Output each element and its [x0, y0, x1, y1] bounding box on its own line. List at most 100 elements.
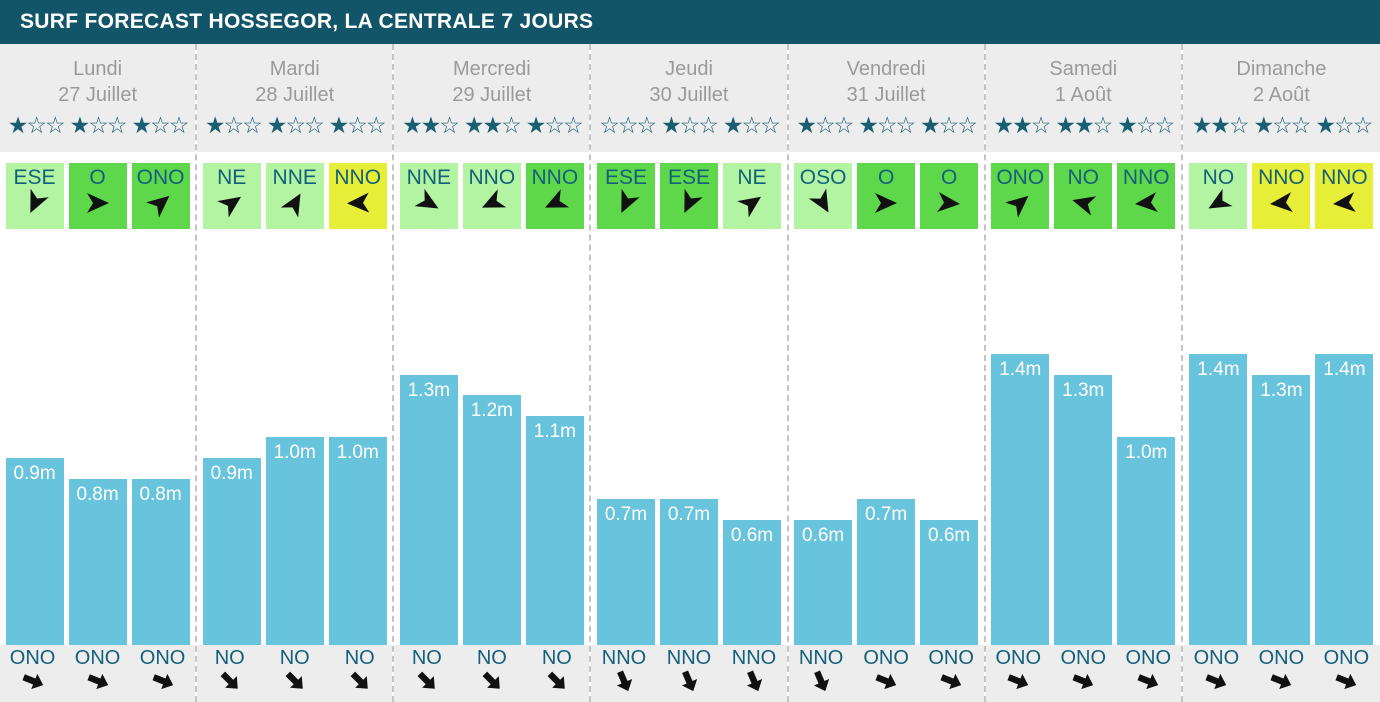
swell-arrow: [724, 670, 784, 692]
wind-cell: OSO: [794, 163, 853, 229]
star-ratings-row: ★★☆ ★☆☆ ★☆☆: [1183, 112, 1380, 139]
star-rating: ★☆☆: [7, 112, 66, 138]
swell-arrow: [1251, 670, 1311, 692]
swell-arrow: [68, 670, 128, 692]
swell-row: ONO ONO ONO: [985, 645, 1181, 702]
wind-arrow: [216, 191, 244, 218]
wind-row: NE NNE NNO: [197, 163, 392, 229]
swell-cell: NNO: [724, 645, 784, 702]
wind-arrow: [543, 189, 570, 215]
wave-bar: 1.1m: [525, 416, 584, 645]
day-header: Samedi 1 Août ★★☆ ★★☆ ★☆☆: [985, 44, 1181, 152]
day-header: Lundi 27 Juillet ★☆☆ ★☆☆ ★☆☆: [0, 44, 196, 152]
wind-arrow-icon: [86, 193, 109, 213]
swell-cell: ONO: [1251, 645, 1311, 702]
wind-direction-label: ESE: [604, 166, 647, 189]
wind-direction-label: O: [940, 166, 958, 189]
wind-direction-label: NNE: [406, 166, 452, 189]
title-bar: SURF FORECAST HOSSEGOR, LA CENTRALE 7 JO…: [0, 0, 1380, 44]
wind-arrow: [1332, 191, 1357, 215]
wave-bar: 0.7m: [857, 499, 916, 645]
wave-bar: 1.0m: [265, 437, 324, 645]
wind-cell: O: [920, 163, 979, 229]
wave-height-label: 1.3m: [1260, 380, 1303, 401]
wave-height-bars: 0.6m 0.7m 0.6m: [789, 229, 984, 645]
day-name: Lundi: [73, 58, 123, 80]
wind-arrow-icon: [808, 188, 829, 213]
wind-arrow-icon: [414, 188, 439, 209]
forecast-grid: Lundi 27 Juillet ★☆☆ ★☆☆ ★☆☆ ESE O ONO: [0, 44, 1380, 702]
day-column: Vendredi 31 Juillet ★☆☆ ★☆☆ ★☆☆ OSO O O: [788, 44, 986, 702]
swell-direction-label: ONO: [1193, 647, 1240, 669]
wind-arrow-icon: [280, 193, 301, 218]
wind-direction-label: NNE: [272, 166, 317, 189]
swell-arrow-icon: [1007, 673, 1029, 690]
wind-arrow: [280, 191, 307, 218]
wind-arrow: [1134, 191, 1159, 215]
star-ratings-row: ★☆☆ ★☆☆ ★☆☆: [789, 112, 984, 139]
wind-arrow: [677, 188, 703, 215]
swell-cell: NNO: [791, 645, 851, 702]
wind-direction-label: ESE: [13, 166, 56, 189]
wind-arrow: [414, 188, 441, 215]
swell-arrow: [791, 670, 851, 692]
swell-arrow-icon: [220, 671, 238, 689]
swell-direction-label: ONO: [1060, 647, 1107, 669]
star-rating: ☆☆☆: [599, 112, 657, 138]
star-rating: ★☆☆: [796, 112, 854, 138]
wind-direction-label: NNO: [1321, 166, 1368, 189]
wind-arrow-icon: [29, 188, 49, 213]
swell-arrow: [594, 670, 654, 692]
wind-row: ESE O ONO: [0, 163, 195, 229]
wave-height-bars: 1.4m 1.3m 1.4m: [1183, 229, 1380, 645]
wind-row: NO NNO NNO: [1183, 163, 1380, 229]
page-title: SURF FORECAST HOSSEGOR, LA CENTRALE 7 JO…: [20, 10, 594, 33]
wind-cell: NNO: [462, 163, 521, 229]
wind-direction-label: NE: [737, 166, 767, 189]
day-column: Mardi 28 Juillet ★☆☆ ★☆☆ ★☆☆ NE NNE NNO: [197, 44, 395, 702]
swell-direction-label: NNO: [731, 647, 777, 669]
star-ratings-row: ★★☆ ★★☆ ★☆☆: [394, 112, 589, 139]
wind-direction-label: ESE: [667, 166, 710, 189]
wave-height-label: 1.2m: [470, 400, 513, 421]
day-header: Jeudi 30 Juillet ☆☆☆ ★☆☆ ★☆☆: [591, 44, 787, 152]
wind-arrow: [1005, 191, 1032, 218]
wind-direction-label: NNO: [334, 166, 382, 189]
swell-cell: ONO: [921, 645, 981, 702]
swell-arrow-icon: [875, 673, 897, 690]
wave-bar: 1.4m: [1189, 354, 1248, 645]
star-rating: ★☆☆: [69, 112, 128, 138]
wave-height-label: 0.6m: [928, 525, 971, 546]
wave-height-label: 1.0m: [336, 442, 379, 463]
day-date: 30 Juillet: [649, 84, 729, 106]
wind-arrow: [1206, 188, 1233, 215]
day-column: Jeudi 30 Juillet ☆☆☆ ★☆☆ ★☆☆ ESE ESE NE: [591, 44, 789, 702]
swell-arrow-icon: [681, 670, 698, 692]
wave-height-bars: 0.9m 0.8m 0.8m: [0, 229, 195, 645]
swell-cell: NO: [330, 645, 390, 702]
wave-height-label: 0.7m: [604, 504, 648, 525]
wind-direction-label: O: [89, 166, 106, 189]
swell-cell: ONO: [1316, 645, 1376, 702]
wave-bar: 0.7m: [659, 499, 718, 645]
wind-arrow-icon: [216, 196, 241, 218]
swell-direction-label: ONO: [863, 647, 909, 669]
wave-height-label: 1.0m: [1125, 442, 1168, 463]
swell-cell: NO: [527, 645, 587, 702]
swell-direction-label: ONO: [1125, 647, 1172, 669]
wave-bar: 1.0m: [328, 437, 387, 645]
wave-height-label: 0.6m: [730, 525, 774, 546]
wave-height-label: 0.7m: [865, 504, 908, 525]
day-header: Mardi 28 Juillet ★☆☆ ★☆☆ ★☆☆: [197, 44, 393, 152]
wind-row: NNE NNO NNO: [394, 163, 589, 229]
wave-bar: 1.3m: [1054, 375, 1113, 645]
star-rating: ★☆☆: [328, 112, 387, 138]
wind-arrow-icon: [621, 188, 640, 213]
swell-row: ONO ONO ONO: [0, 645, 196, 702]
swell-row: NO NO NO: [394, 645, 590, 702]
day-header: Dimanche 2 Août ★★☆ ★☆☆ ★☆☆: [1182, 44, 1380, 152]
wind-arrow-icon: [937, 192, 961, 213]
wave-height-label: 1.4m: [1197, 359, 1240, 380]
wind-cell: ESE: [596, 163, 655, 229]
wind-cell: NNO: [1117, 163, 1176, 229]
